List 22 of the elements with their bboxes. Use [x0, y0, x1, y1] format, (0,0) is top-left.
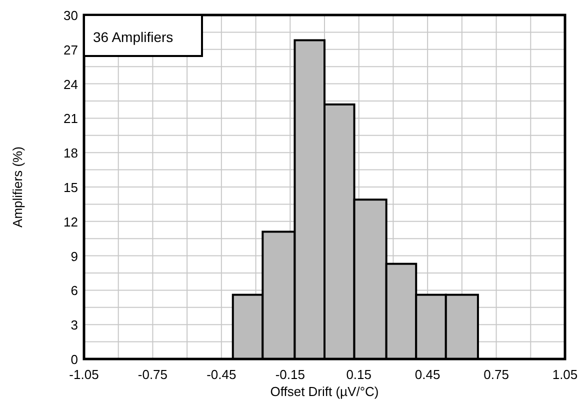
x-tick-label: -1.05 [69, 367, 99, 382]
x-tick-label: 0.45 [414, 367, 440, 382]
annotation: 36 Amplifiers [93, 29, 174, 45]
y-tick-label: 3 [70, 318, 78, 333]
x-tick-label: 1.05 [552, 367, 578, 382]
x-tick-label: -0.75 [138, 367, 168, 382]
x-tick-label: -0.45 [206, 367, 236, 382]
y-tick-label: 21 [64, 111, 78, 126]
y-tick-label: 9 [70, 248, 78, 264]
y-tick-label: 27 [64, 42, 78, 58]
y-tick-label: 24 [64, 76, 78, 92]
x-tick-label: -0.15 [275, 367, 305, 382]
x-tick-label: 0.15 [346, 367, 372, 382]
y-tick-label: 18 [64, 146, 78, 161]
y-tick-label: 0 [70, 352, 78, 367]
y-tick-label: 12 [64, 214, 78, 230]
x-axis-title: Offset Drift (µV/°C) [270, 384, 379, 399]
y-tick-label: 6 [70, 283, 78, 298]
x-tick-label: 0.75 [484, 367, 509, 382]
y-tick-label: 30 [64, 8, 78, 23]
y-tick-label: 15 [64, 180, 78, 195]
y-axis-title: Amplifiers (%) [10, 146, 25, 228]
